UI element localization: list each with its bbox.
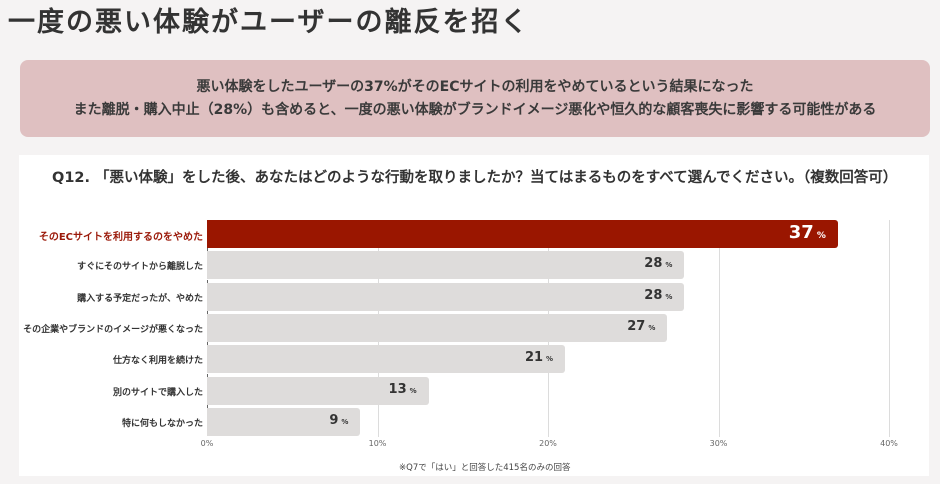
bar: 13%	[207, 376, 429, 405]
y-axis-tick	[207, 342, 208, 346]
page-title: 一度の悪い体験がユーザーの離反を招く	[8, 7, 530, 38]
bar-value: 13	[388, 381, 407, 397]
bar-value-label: 13%	[389, 382, 417, 397]
bar-value-label: 37%	[789, 222, 826, 243]
bar-chart: 0% 10% 20% 30% 40% そのECサイトを利用するのをやめた 37% すぐにそのサ…	[19, 155, 929, 476]
bar: 28%	[207, 282, 685, 311]
bar-value-label: 27%	[627, 319, 655, 334]
x-tick-label: 10%	[368, 439, 387, 448]
category-label: 別のサイトで購入した	[112, 387, 203, 398]
bar-value-label: 28%	[644, 256, 672, 271]
percent-unit: %	[665, 292, 673, 301]
x-tick-label: 30%	[709, 439, 728, 448]
bar-value: 9	[329, 412, 339, 428]
gridline	[889, 220, 890, 437]
percent-unit: %	[341, 417, 349, 426]
percent-unit: %	[816, 231, 826, 241]
bar-value: 21	[524, 350, 544, 366]
y-axis-tick	[207, 248, 208, 252]
bar-value-label: 9%	[329, 413, 348, 428]
y-axis-tick	[207, 373, 208, 377]
chart-title: Q12. 「悪い体験」をした後、あなたはどのような行動を取りましたか？当てはまる…	[52, 170, 898, 186]
bar-value: 37	[788, 222, 814, 243]
percent-unit: %	[546, 355, 554, 364]
chart-footnote: ※Q7で「はい」と回答した415名のみの回答	[399, 463, 571, 473]
bar: 27%	[207, 313, 668, 342]
bar-value-label: 28%	[644, 288, 672, 303]
chart-card: Q12. 「悪い体験」をした後、あなたはどのような行動を取りましたか？当てはまる…	[19, 155, 929, 476]
x-tick-label: 20%	[539, 439, 557, 448]
category-label: その企業やブランドのイメージが悪くなった	[23, 324, 203, 335]
bar: 9%	[207, 407, 361, 436]
y-axis-tick	[207, 310, 208, 314]
bar: 21%	[207, 345, 566, 374]
percent-unit: %	[648, 323, 656, 332]
x-tick-label: 0%	[200, 439, 214, 448]
y-axis-tick	[207, 279, 208, 283]
category-label: 仕方なく利用を続けた	[112, 356, 203, 367]
category-label: すぐにそのサイトから離脱した	[77, 262, 203, 273]
bar-value: 27	[627, 318, 646, 334]
bar: 28%	[207, 251, 685, 280]
gridline	[718, 220, 720, 437]
summary-box: 悪い体験をしたユーザーの37%がそのECサイトの利用をやめているという結果になっ…	[20, 60, 930, 137]
percent-unit: %	[409, 386, 417, 395]
category-label: 特に何もしなかった	[121, 418, 203, 429]
bar-value-label: 21%	[525, 350, 553, 365]
y-axis-tick	[207, 404, 208, 408]
summary-line-2: また離脱・購入中止（28%）も含めると、一度の悪い体験がブランドイメージ悪化や恒…	[73, 102, 877, 118]
percent-unit: %	[665, 261, 673, 270]
category-label: 購入する予定だったが、やめた	[77, 293, 203, 304]
category-label: そのECサイトを利用するのをやめた	[38, 232, 203, 243]
bar-value: 28	[644, 256, 663, 272]
bar: 37%	[207, 220, 838, 248]
summary-line-1: 悪い体験をしたユーザーの37%がそのECサイトの利用をやめているという結果になっ…	[196, 79, 754, 95]
bar-value: 28	[644, 287, 663, 303]
x-tick-label: 40%	[880, 439, 898, 448]
